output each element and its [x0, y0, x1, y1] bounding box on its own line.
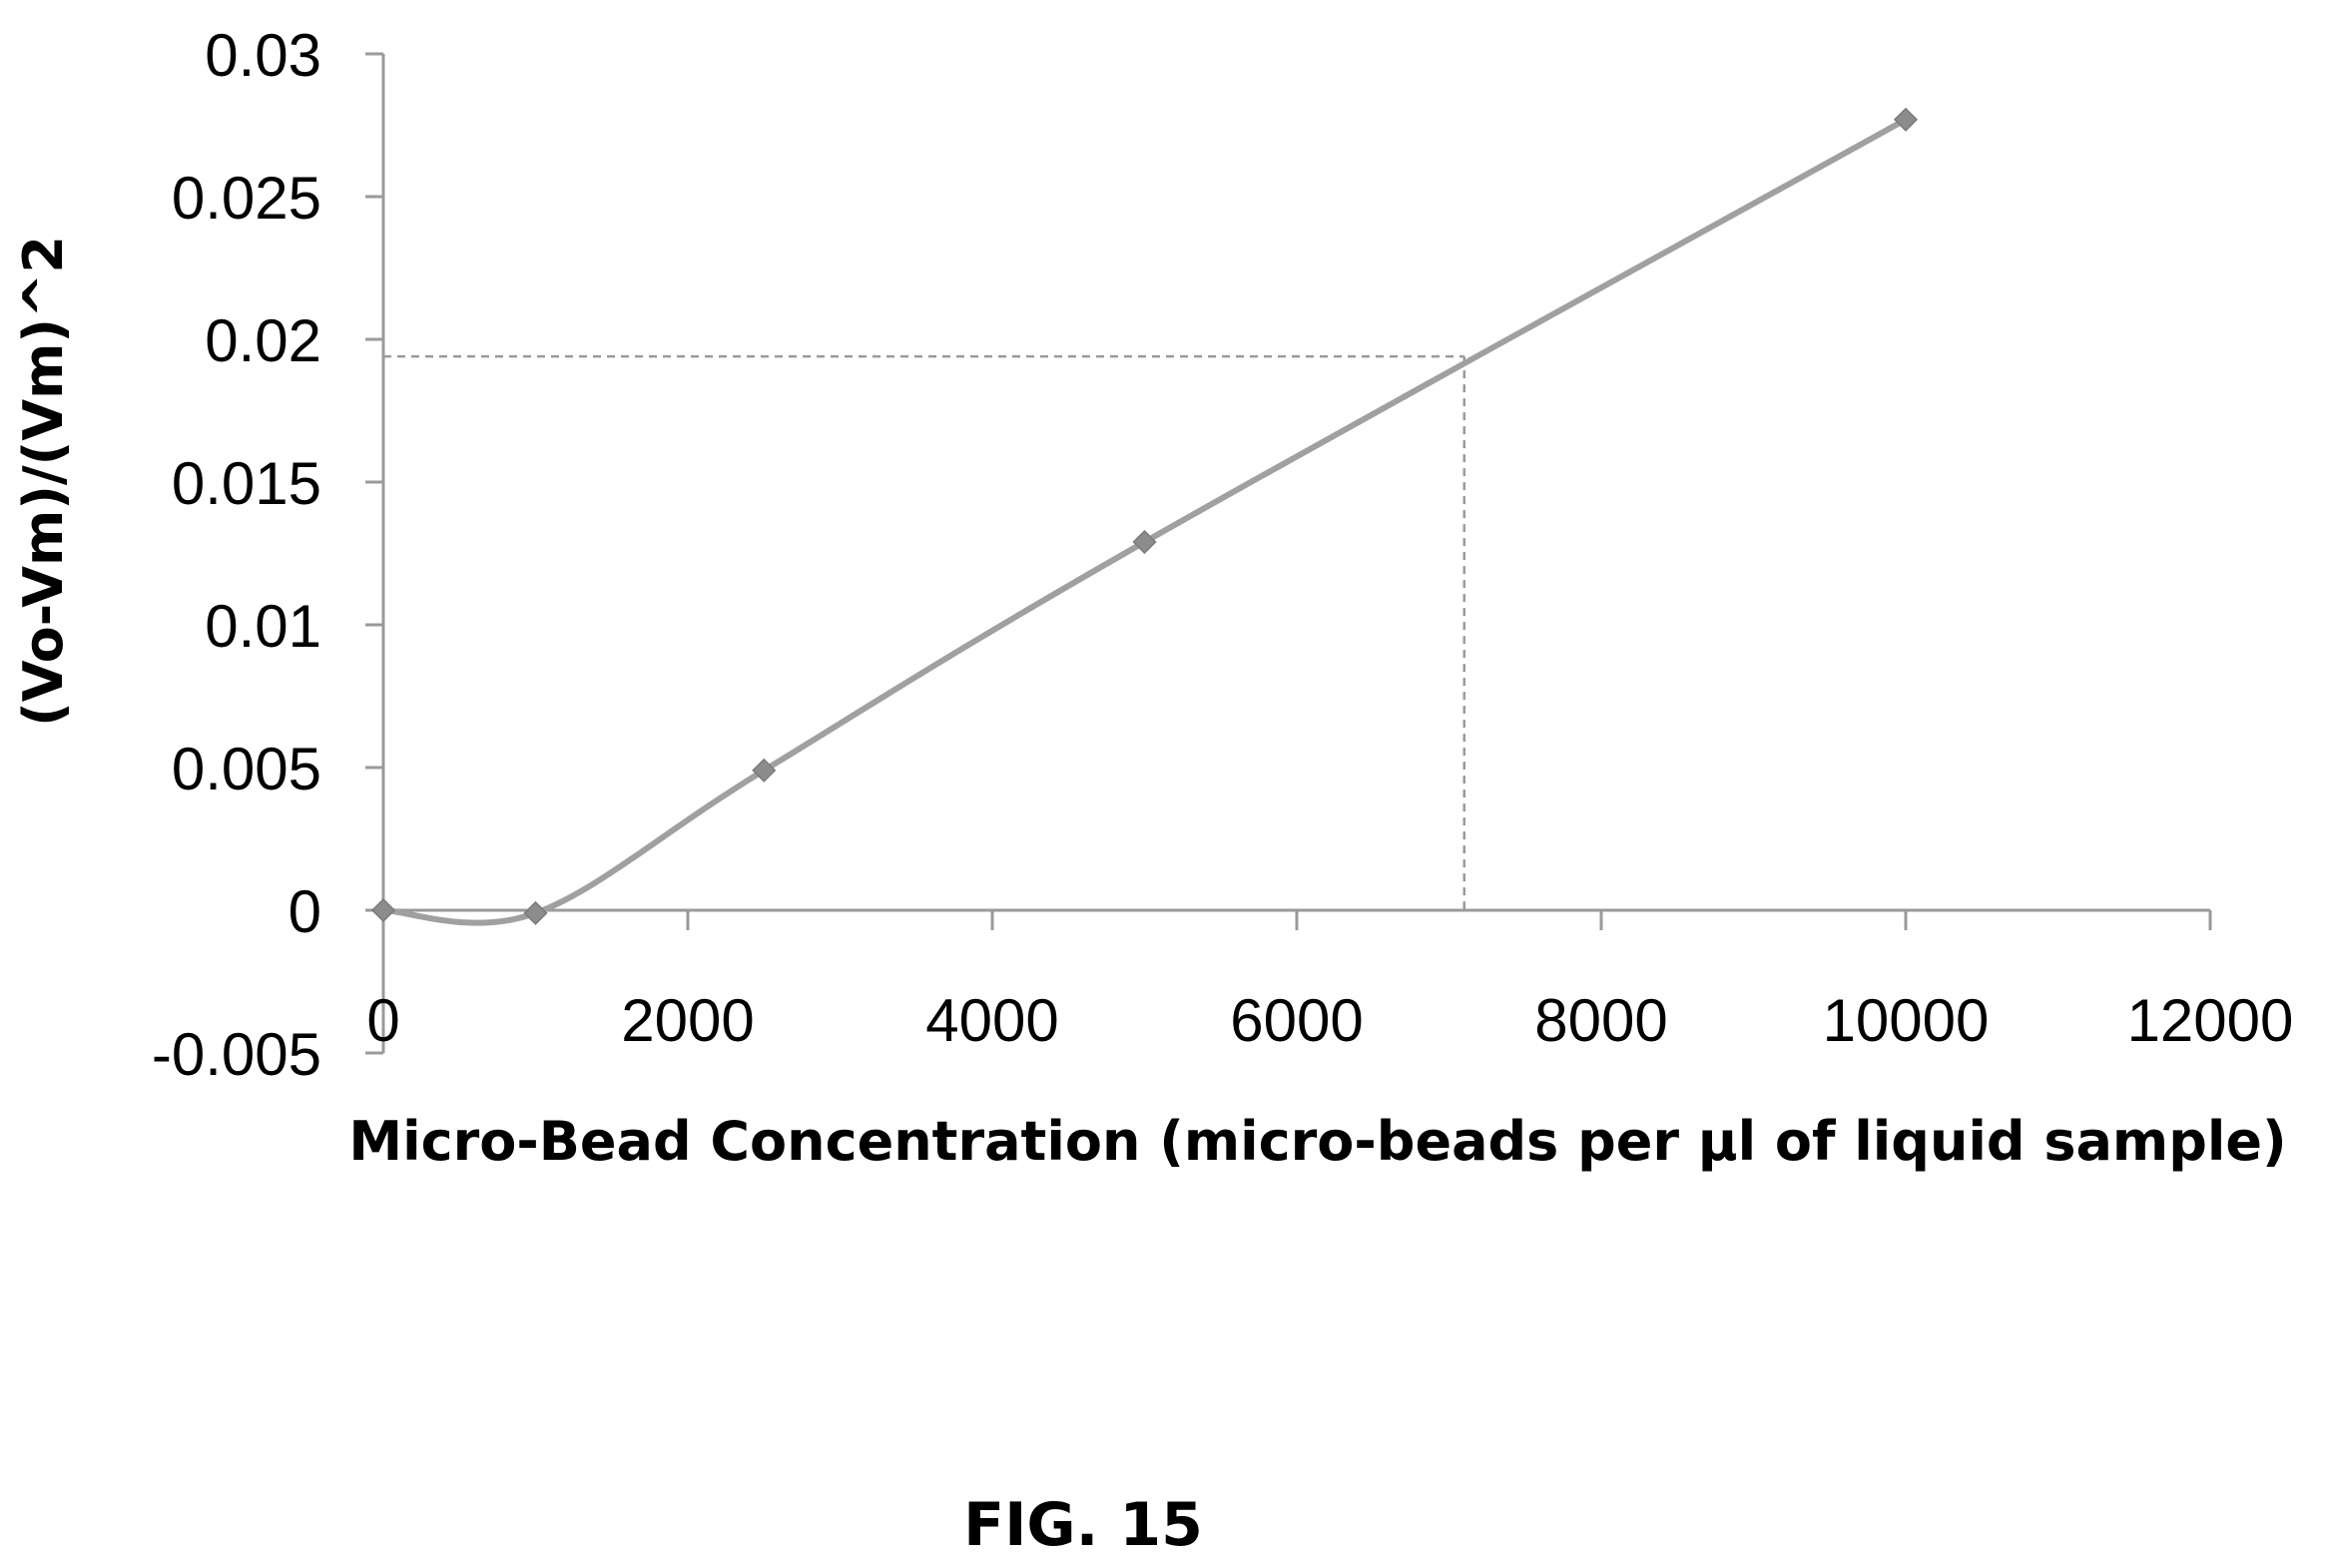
- x-tick-label: 0: [366, 987, 399, 1054]
- x-tick-label: 12000: [2127, 987, 2294, 1054]
- axes: [365, 52, 2212, 1055]
- series: [370, 107, 1919, 926]
- x-tick-label: 4000: [925, 987, 1058, 1054]
- data-point: [523, 900, 548, 925]
- x-axis-title: Micro-Bead Concentration (micro-beads pe…: [348, 1110, 2286, 1173]
- data-point: [370, 897, 396, 923]
- data-point: [752, 758, 777, 783]
- y-tick-label: 0.03: [205, 22, 321, 89]
- y-tick-label: -0.005: [152, 1021, 321, 1088]
- y-tick-label: 0.025: [172, 165, 321, 232]
- y-tick-label: 0.02: [205, 307, 321, 374]
- reference-lines: [383, 354, 1465, 910]
- x-tick-label: 8000: [1534, 987, 1667, 1054]
- data-point: [1893, 107, 1919, 132]
- data-point: [1132, 529, 1157, 555]
- figure-label: FIG. 15: [963, 1490, 1203, 1560]
- y-tick-label: 0.01: [205, 593, 321, 660]
- y-tick-label: 0.005: [172, 736, 321, 802]
- x-tick-label: 10000: [1823, 987, 1990, 1054]
- x-tick-label: 6000: [1230, 987, 1363, 1054]
- series-line: [382, 117, 1908, 926]
- y-axis-title: (Vo-Vm)/(Vm)^2: [12, 236, 75, 727]
- y-tick-label: 0: [289, 878, 321, 945]
- tick-labels: -0.005 0 0.005 0.01 0.015 0.02 0.025 0.03 0 2000 4…: [152, 22, 2294, 1088]
- x-tick-label: 2000: [621, 987, 754, 1054]
- y-tick-label: 0.015: [172, 450, 321, 517]
